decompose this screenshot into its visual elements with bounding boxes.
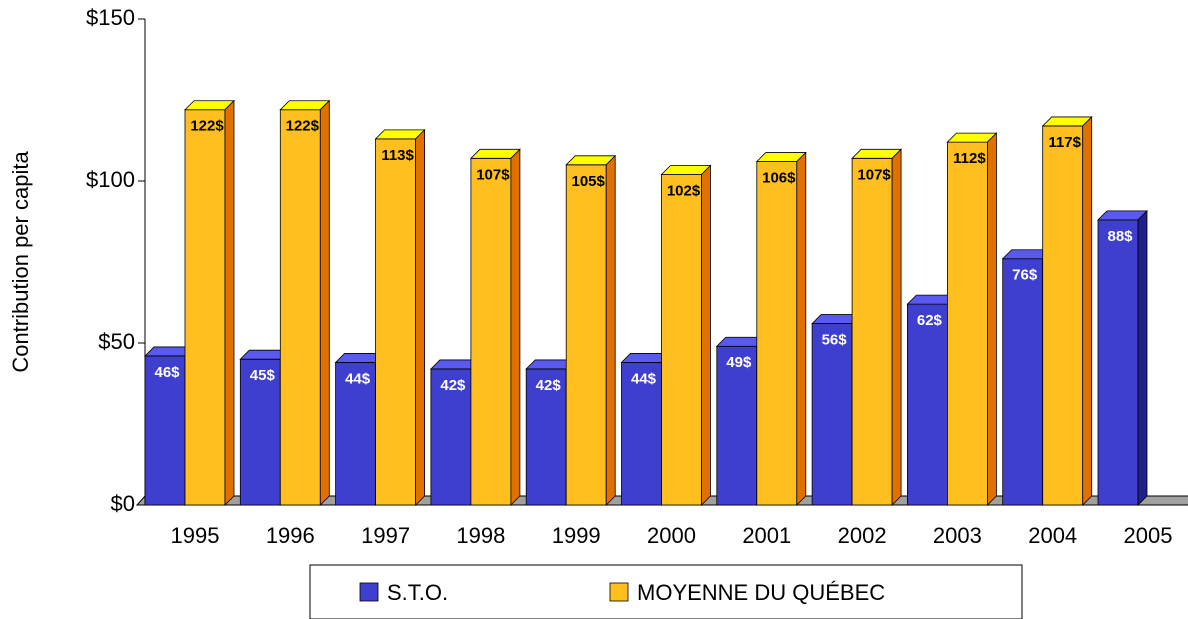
- bar: [144, 345, 195, 506]
- x-tick-label: 2003: [933, 523, 982, 548]
- bar-front: [947, 141, 988, 506]
- bar-front: [430, 368, 472, 506]
- value-label: 122$: [286, 118, 320, 135]
- bar-side: [701, 164, 711, 506]
- x-tick-label: 1996: [266, 523, 315, 548]
- value-label: 113$: [381, 147, 414, 164]
- bar: [239, 349, 291, 506]
- bar-front: [184, 109, 226, 506]
- value-label: 117$: [1048, 134, 1081, 151]
- x-tick-label: 2004: [1028, 523, 1077, 548]
- value-label: 76$: [1012, 267, 1038, 284]
- value-label: 44$: [631, 370, 657, 387]
- value-label: 122$: [190, 118, 224, 135]
- bar-side: [224, 99, 235, 506]
- bar-front: [716, 345, 758, 506]
- bar-front: [661, 174, 702, 506]
- bar-side: [1137, 209, 1148, 506]
- bar: [469, 148, 521, 506]
- y-tick-label: $50: [98, 329, 135, 354]
- value-label: 102$: [667, 182, 701, 199]
- bar-side: [796, 151, 807, 506]
- value-label: 45$: [250, 367, 276, 384]
- value-label: 42$: [536, 377, 562, 394]
- legend-label: MOYENNE DU QUÉBEC: [637, 580, 885, 605]
- value-label: 62$: [917, 312, 943, 329]
- bar-front: [239, 358, 281, 506]
- bar: [755, 151, 807, 506]
- bar: [279, 99, 331, 506]
- legend-swatch: [609, 582, 629, 602]
- bar-front: [565, 164, 607, 506]
- bar-front: [375, 138, 417, 506]
- x-tick-label: 2002: [838, 523, 887, 548]
- bar-side: [319, 99, 330, 506]
- value-label: 107$: [857, 166, 891, 183]
- x-tick-label: 1995: [171, 523, 220, 548]
- x-tick-label: 1998: [456, 523, 505, 548]
- value-label: 112$: [953, 150, 986, 167]
- bar-front: [756, 161, 798, 506]
- x-tick-label: 2000: [647, 523, 696, 548]
- bar-front: [907, 303, 948, 506]
- y-tick-label: $100: [86, 167, 135, 192]
- value-label: 46$: [154, 364, 180, 381]
- bar-side: [891, 148, 902, 506]
- y-axis-label: Contribution per capita: [8, 151, 33, 373]
- value-label: 49$: [726, 354, 752, 371]
- value-label: 105$: [572, 173, 606, 190]
- legend-label: S.T.O.: [387, 580, 448, 605]
- bar-side: [1082, 115, 1093, 506]
- bar-side: [987, 132, 997, 506]
- x-tick-label: 1997: [361, 523, 410, 548]
- y-tick-label: $150: [86, 5, 135, 30]
- value-label: 88$: [1107, 228, 1133, 245]
- legend-box: [309, 564, 1023, 619]
- value-label: 106$: [762, 170, 796, 187]
- x-tick-label: 2005: [1124, 523, 1173, 548]
- bar-side: [415, 128, 426, 506]
- bar: [184, 99, 235, 506]
- bar-front: [1097, 219, 1139, 506]
- bar: [946, 132, 998, 506]
- bar-front: [279, 109, 321, 506]
- bar: [851, 148, 903, 506]
- value-label: 107$: [476, 166, 510, 183]
- value-label: 44$: [345, 370, 371, 387]
- value-label: 42$: [440, 377, 466, 394]
- y-tick-label: $0: [111, 491, 135, 516]
- bar-front: [470, 157, 512, 506]
- bar: [374, 128, 426, 506]
- bar-front: [1042, 125, 1084, 506]
- bar-front: [335, 362, 377, 506]
- bar-front: [144, 355, 186, 506]
- bar: [565, 154, 617, 506]
- bar: [1097, 209, 1148, 506]
- value-label: 56$: [822, 332, 848, 349]
- x-tick-label: 2001: [742, 523, 791, 548]
- legend-swatch: [359, 582, 379, 602]
- bar-side: [510, 148, 521, 506]
- bar: [1041, 115, 1093, 506]
- bar-side: [605, 154, 616, 506]
- x-tick-label: 1999: [552, 523, 601, 548]
- bar-front: [851, 157, 893, 506]
- bar-front: [811, 323, 853, 506]
- bar-front: [1002, 258, 1044, 506]
- bar: [660, 164, 712, 506]
